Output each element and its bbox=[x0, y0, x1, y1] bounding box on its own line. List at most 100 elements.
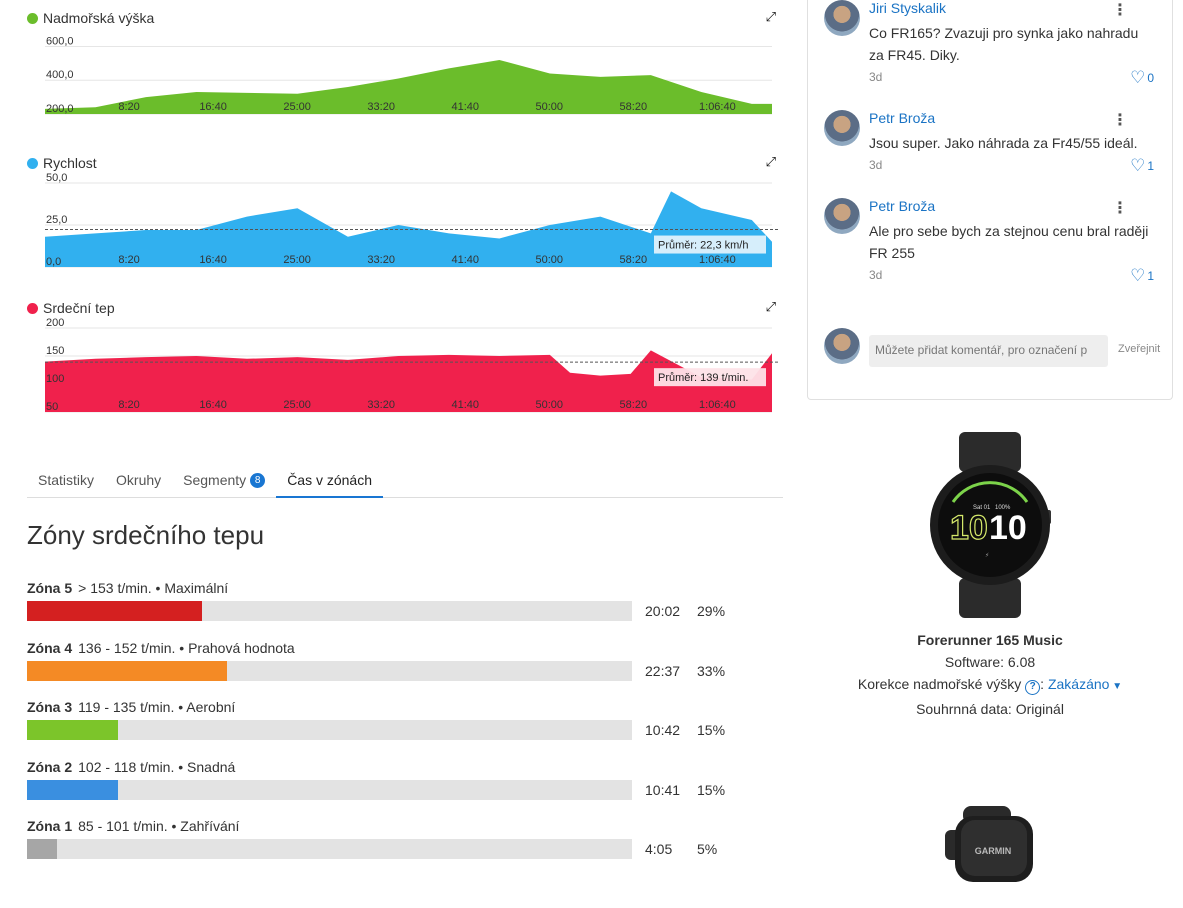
heart-rate-legend-dot bbox=[27, 302, 38, 314]
watch-image: Sat 01 100% 10 10 ⚡ bbox=[930, 432, 1051, 618]
avatar[interactable] bbox=[824, 110, 860, 146]
zone-time: 20:02 bbox=[645, 603, 681, 619]
zone-name: Zóna 4 bbox=[27, 640, 73, 656]
tab-segments[interactable]: Segmenty 8 bbox=[172, 462, 276, 498]
y-tick-label: 200 bbox=[46, 317, 64, 329]
comment-text: Ale pro sebe bych za stejnou cenu bral r… bbox=[869, 223, 1149, 261]
like-button[interactable]: ♡ 1 bbox=[1130, 156, 1154, 176]
x-tick-label: 33:20 bbox=[367, 101, 395, 113]
zone-range: 102 - 118 t/min. • Snadná bbox=[78, 759, 236, 775]
comment-input[interactable]: Můžete přidat komentář, pro označení p bbox=[869, 335, 1108, 367]
zone-label: Zóna 2 102 - 118 t/min. • Snadná bbox=[27, 759, 747, 777]
device-info: Sat 01 100% 10 10 ⚡ Forerunner 165 Music… bbox=[807, 432, 1173, 717]
zone-row: Zóna 3 119 - 135 t/min. • Aerobní 10:42 15% bbox=[27, 699, 747, 740]
activity-panel: Nadmořská výška ⤢ 600,0 400,0 200,0 8:20 16:… bbox=[27, 9, 783, 859]
chevron-down-icon[interactable]: ▼ bbox=[1109, 681, 1123, 692]
x-tick-label: 25:00 bbox=[283, 254, 311, 266]
average-label: Průměr: 139 t/min. bbox=[658, 372, 748, 384]
more-options-icon[interactable]: ⋮ bbox=[1112, 112, 1128, 129]
zone-name: Zóna 5 bbox=[27, 580, 73, 596]
sensor-brand: GARMIN bbox=[975, 846, 1012, 856]
x-tick-label: 58:20 bbox=[620, 101, 648, 113]
elevation-correction-dropdown[interactable]: Zakázáno bbox=[1047, 676, 1110, 692]
heart-icon: ♡ bbox=[1130, 156, 1146, 175]
zone-name: Zóna 2 bbox=[27, 759, 73, 775]
zone-label: Zóna 4 136 - 152 t/min. • Prahová hodnota bbox=[27, 640, 747, 658]
elevation-chart-title: Nadmořská výška bbox=[27, 10, 154, 26]
comment-item: Petr Broža ⋮ Ale pro sebe bych za stejno… bbox=[824, 198, 1154, 288]
comment-author-link[interactable]: Jiri Styskalik bbox=[869, 0, 947, 16]
like-button[interactable]: ♡ 0 bbox=[1130, 68, 1154, 88]
tab-statistics[interactable]: Statistiky bbox=[27, 462, 105, 498]
segments-count-badge: 8 bbox=[250, 473, 266, 488]
zone-time: 4:05 bbox=[645, 841, 673, 857]
y-tick-label: 50,0 bbox=[46, 172, 67, 184]
expand-icon[interactable]: ⤢ bbox=[765, 9, 776, 24]
comment-text: Co FR165? Zvazuji pro synka jako nahradu… bbox=[869, 25, 1139, 63]
avatar[interactable] bbox=[824, 0, 860, 36]
elevation-correction-row: Korekce nadmořské výšky ?: Zakázáno ▼ bbox=[807, 676, 1173, 695]
x-tick-label: 8:20 bbox=[118, 254, 139, 266]
help-icon[interactable]: ? bbox=[1025, 680, 1041, 695]
y-tick-label: 50 bbox=[46, 401, 58, 413]
device-summary: Souhrnná data: Originál bbox=[916, 701, 1064, 717]
more-options-icon[interactable]: ⋮ bbox=[1112, 200, 1128, 217]
comment-author-link[interactable]: Petr Broža bbox=[869, 198, 936, 214]
x-tick-label: 58:20 bbox=[620, 254, 648, 266]
x-tick-label: 33:20 bbox=[367, 254, 395, 266]
zone-label: Zóna 3 119 - 135 t/min. • Aerobní bbox=[27, 699, 747, 717]
zones-title: Zóny srdečního tepu bbox=[27, 520, 265, 550]
zone-bar bbox=[27, 780, 632, 800]
series-area bbox=[45, 59, 772, 114]
tab-label: Okruhy bbox=[116, 472, 162, 488]
comment-text: Jsou super. Jako náhrada za Fr45/55 ideá… bbox=[869, 135, 1138, 151]
zone-time: 10:41 bbox=[645, 782, 681, 798]
expand-icon[interactable]: ⤢ bbox=[765, 154, 776, 169]
device-software: Software: 6.08 bbox=[944, 654, 1036, 670]
elevation-legend-dot bbox=[27, 12, 38, 24]
x-tick-label: 41:40 bbox=[451, 399, 479, 411]
zone-row: Zóna 2 102 - 118 t/min. • Snadná 10:41 15% bbox=[27, 759, 747, 800]
zone-bar bbox=[27, 720, 632, 740]
elevation-title-text: Nadmořská výška bbox=[43, 10, 155, 26]
elevation-plot: 600,0 400,0 200,0 8:20 16:40 25:00 33:20 41:40 5… bbox=[45, 35, 772, 115]
x-tick-label: 16:40 bbox=[199, 399, 227, 411]
tab-laps[interactable]: Okruhy bbox=[105, 462, 172, 498]
speed-title-text: Rychlost bbox=[43, 155, 97, 171]
x-tick-label: 25:00 bbox=[283, 101, 311, 113]
comment-author-link[interactable]: Petr Broža bbox=[869, 110, 936, 126]
zone-time: 10:42 bbox=[645, 722, 681, 738]
elevation-correction-label: Korekce nadmořské výšky bbox=[857, 676, 1022, 692]
series-area bbox=[45, 350, 772, 412]
comment-item: Petr Broža ⋮ Jsou super. Jako náhrada za… bbox=[824, 110, 1154, 190]
watch-minutes: 10 bbox=[989, 509, 1027, 547]
speed-legend-dot bbox=[27, 157, 38, 169]
zone-bar-fill bbox=[27, 601, 203, 621]
heart-rate-plot: 200 150 100 50 8:20 16:40 25:00 33:20 41:40 50:00… bbox=[45, 317, 778, 413]
current-user-avatar bbox=[824, 328, 860, 364]
tab-label: Statistiky bbox=[38, 472, 95, 488]
y-tick-label: 200,0 bbox=[46, 103, 74, 115]
zone-bar-fill bbox=[27, 661, 227, 681]
zone-bar-fill bbox=[27, 839, 58, 859]
x-tick-label: 41:40 bbox=[451, 254, 479, 266]
x-tick-label: 58:20 bbox=[620, 399, 648, 411]
comment-time: 3d bbox=[869, 158, 883, 172]
avatar[interactable] bbox=[824, 198, 860, 234]
x-tick-label: 41:40 bbox=[451, 101, 479, 113]
average-label: Průměr: 22,3 km/h bbox=[658, 240, 748, 252]
watch-battery: 100% bbox=[995, 505, 1011, 511]
more-options-icon[interactable]: ⋮ bbox=[1112, 2, 1128, 19]
like-button[interactable]: ♡ 1 bbox=[1130, 266, 1154, 286]
speed-plot: 50,0 25,0 0,0 8:20 16:40 25:00 33:20 41:40 50:00… bbox=[45, 172, 778, 268]
y-tick-label: 25,0 bbox=[46, 214, 67, 226]
zone-range: 85 - 101 t/min. • Zahřívání bbox=[78, 818, 240, 834]
x-tick-label: 33:20 bbox=[367, 399, 395, 411]
zone-bar bbox=[27, 839, 632, 859]
publish-button[interactable]: Zveřejnit bbox=[1118, 343, 1161, 355]
comment-time: 3d bbox=[869, 70, 883, 84]
y-tick-label: 100 bbox=[46, 373, 64, 385]
expand-icon[interactable]: ⤢ bbox=[765, 299, 776, 314]
zone-name: Zóna 3 bbox=[27, 699, 73, 715]
tab-time-in-zones[interactable]: Čas v zónách bbox=[276, 462, 384, 498]
